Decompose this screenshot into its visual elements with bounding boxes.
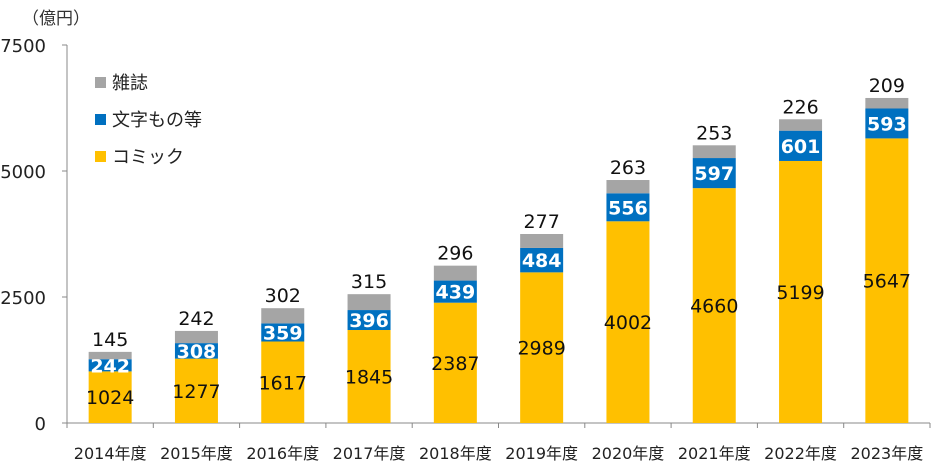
data-label: 145 — [92, 329, 128, 351]
bar-segment — [865, 97, 909, 109]
x-tick-label: 2015年度 — [160, 444, 233, 463]
bar-segment — [779, 160, 823, 423]
legend-label: 文字もの等 — [112, 110, 202, 131]
x-tick-label: 2020年度 — [592, 444, 665, 463]
data-label: 4660 — [690, 296, 738, 318]
bar-segment — [520, 272, 564, 423]
data-label: 5199 — [776, 282, 824, 304]
data-label: 1845 — [345, 367, 393, 389]
data-label: 439 — [436, 282, 476, 304]
data-label: 359 — [263, 322, 303, 344]
data-label: 277 — [524, 211, 560, 233]
data-label: 1277 — [172, 381, 220, 403]
y-tick-label: 5000 — [0, 162, 46, 183]
data-label: 556 — [608, 197, 648, 219]
bar-segment — [174, 330, 218, 344]
data-label: 396 — [349, 310, 389, 332]
data-label: 597 — [694, 163, 734, 185]
bar-segment — [520, 247, 564, 273]
bar-segment — [692, 145, 736, 159]
y-unit-label: （億円） — [22, 9, 90, 29]
bar-segment — [606, 221, 650, 423]
bar-segment — [779, 119, 823, 131]
data-label: 601 — [781, 136, 821, 158]
data-label: 1024 — [86, 387, 134, 409]
bar-segment — [606, 180, 650, 194]
bar-segment — [433, 265, 477, 281]
legend-label: 雑誌 — [112, 73, 148, 94]
x-tick-label: 2014年度 — [74, 444, 147, 463]
bar-segment — [433, 280, 477, 303]
bar-segment — [347, 294, 391, 311]
bar-segment — [88, 351, 132, 360]
data-label: 484 — [522, 250, 562, 272]
bar-segment — [261, 323, 305, 342]
data-label: 593 — [867, 113, 907, 135]
bar-segment — [779, 130, 823, 161]
bar-segment — [261, 341, 305, 423]
x-tick-label: 2022年度 — [764, 444, 837, 463]
y-tick-label: 7500 — [0, 36, 46, 57]
x-tick-label: 2023年度 — [850, 444, 923, 463]
data-label: 253 — [696, 122, 732, 144]
data-label: 302 — [265, 285, 301, 307]
legend-swatch — [95, 77, 106, 88]
bar-segment — [174, 358, 218, 423]
bar-segment — [174, 343, 218, 359]
data-label: 263 — [610, 157, 646, 179]
data-label: 209 — [869, 75, 905, 97]
bar-segment — [692, 188, 736, 423]
data-label: 4002 — [604, 312, 652, 334]
x-tick-label: 2021年度 — [678, 444, 751, 463]
data-label: 308 — [177, 341, 217, 363]
bar-segment — [433, 302, 477, 423]
y-tick-label: 0 — [35, 414, 46, 435]
bar-segment — [692, 158, 736, 189]
data-label: 315 — [351, 271, 387, 293]
x-tick-label: 2018年度 — [419, 444, 492, 463]
data-label: 5647 — [863, 271, 911, 293]
legend-label: コミック — [112, 147, 184, 168]
bar-segment — [261, 308, 305, 324]
bar-segment — [865, 138, 909, 423]
bar-segment — [865, 108, 909, 139]
legend-swatch — [95, 151, 106, 162]
data-label: 2989 — [517, 338, 565, 360]
bar-segment — [606, 193, 650, 222]
data-label: 226 — [782, 96, 818, 118]
y-tick-label: 2500 — [0, 288, 46, 309]
legend-swatch — [95, 114, 106, 125]
x-tick-label: 2016年度 — [246, 444, 319, 463]
data-label: 1617 — [259, 372, 307, 394]
x-tick-label: 2017年度 — [333, 444, 406, 463]
bar-segment — [88, 359, 132, 372]
bar-segment — [347, 310, 391, 331]
bar-segment — [88, 371, 132, 423]
bar-segment — [520, 234, 564, 248]
data-label: 2387 — [431, 353, 479, 375]
data-label: 242 — [90, 355, 130, 377]
data-label: 242 — [178, 308, 214, 330]
bar-segment — [347, 330, 391, 423]
x-tick-label: 2019年度 — [505, 444, 578, 463]
data-label: 296 — [437, 243, 473, 265]
